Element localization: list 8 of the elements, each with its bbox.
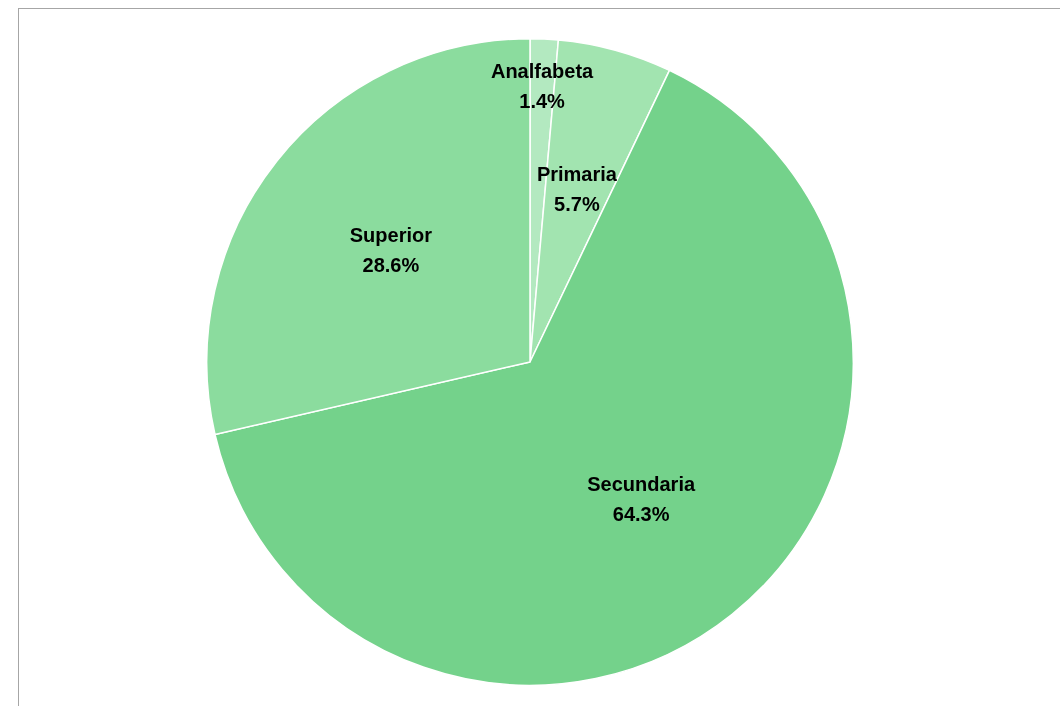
data-label: 64.3% [612,503,670,526]
data-label: 28.6% [362,253,420,276]
slice-label: Primaria [536,163,618,186]
slice-label: Superior [349,223,433,246]
slice-label: Analfabeta [490,60,595,83]
data-label: 5.7% [554,193,600,216]
slice-label: Secundaria [587,473,696,496]
data-label: 1.4% [519,90,566,113]
